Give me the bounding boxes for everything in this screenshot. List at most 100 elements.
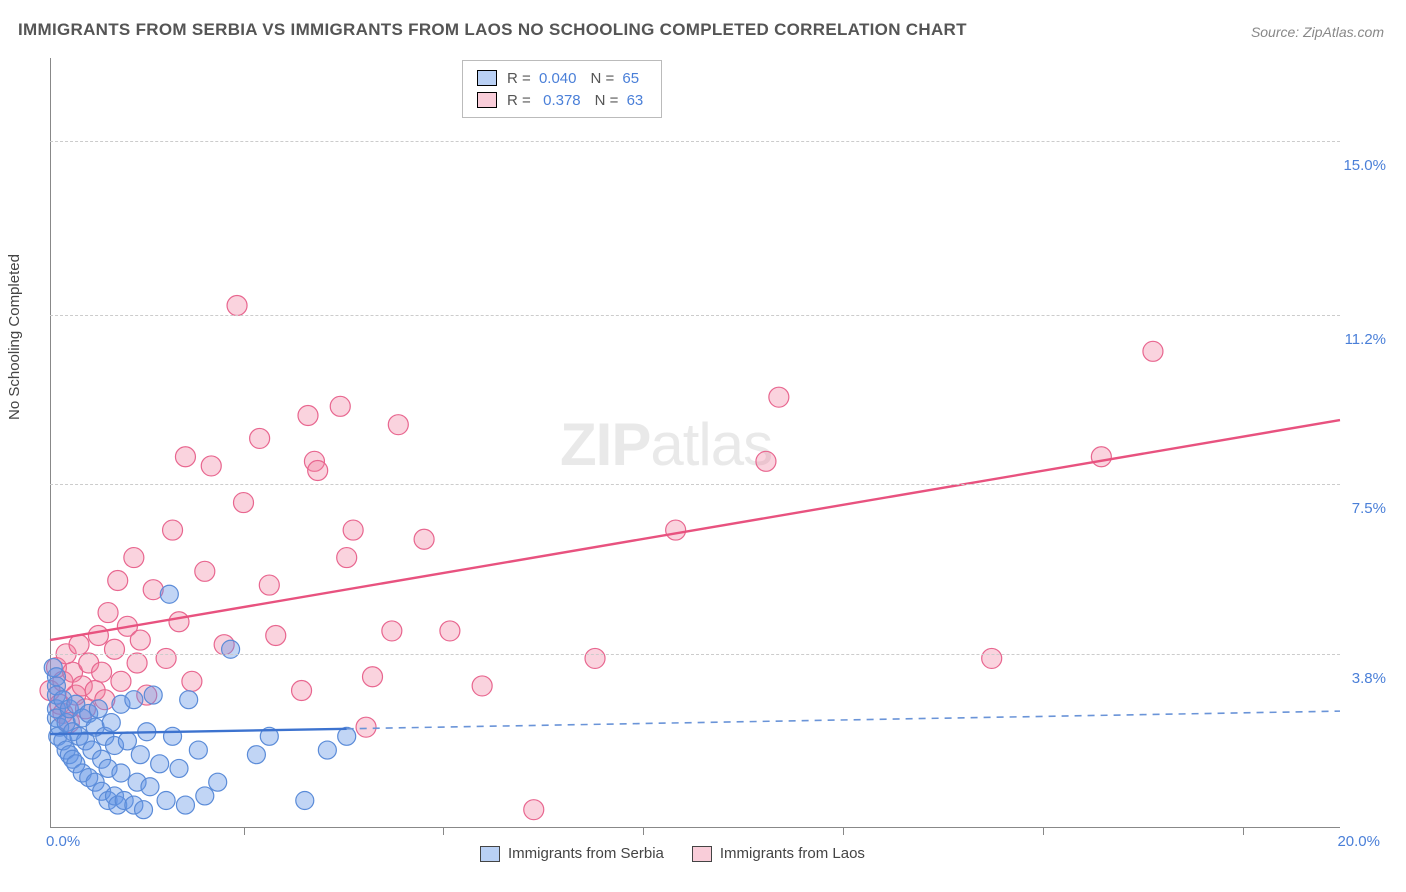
scatter-point: [234, 493, 254, 513]
scatter-point: [266, 626, 286, 646]
scatter-point: [1091, 447, 1111, 467]
scatter-point: [130, 630, 150, 650]
y-tick-label: 15.0%: [1343, 157, 1386, 174]
x-axis-min-label: 0.0%: [46, 833, 80, 850]
trend-line: [50, 420, 1340, 640]
scatter-point: [124, 548, 144, 568]
scatter-point: [769, 387, 789, 407]
trend-line: [347, 711, 1340, 729]
scatter-point: [250, 428, 270, 448]
y-tick-label: 3.8%: [1352, 670, 1386, 687]
legend-label: Immigrants from Serbia: [508, 845, 664, 862]
scatter-point: [163, 520, 183, 540]
gridline: [50, 484, 1340, 485]
scatter-point: [176, 796, 194, 814]
swatch-pink: [477, 92, 497, 108]
scatter-point: [141, 778, 159, 796]
chart-title: IMMIGRANTS FROM SERBIA VS IMMIGRANTS FRO…: [18, 20, 967, 40]
x-tick: [643, 828, 644, 835]
legend-item-laos: Immigrants from Laos: [692, 845, 865, 862]
scatter-point: [585, 648, 605, 668]
scatter-point: [296, 792, 314, 810]
scatter-point: [292, 681, 312, 701]
scatter-point: [472, 676, 492, 696]
scatter-point: [1143, 341, 1163, 361]
x-tick: [1043, 828, 1044, 835]
scatter-point: [151, 755, 169, 773]
scatter-point: [125, 691, 143, 709]
scatter-point: [337, 548, 357, 568]
legend-item-serbia: Immigrants from Serbia: [480, 845, 664, 862]
scatter-point: [343, 520, 363, 540]
chart-svg: [50, 58, 1340, 828]
scatter-point: [227, 296, 247, 316]
scatter-point: [330, 396, 350, 416]
scatter-point: [118, 732, 136, 750]
scatter-point: [308, 461, 328, 481]
scatter-point: [170, 759, 188, 777]
source-label: Source: ZipAtlas.com: [1251, 24, 1384, 40]
scatter-point: [102, 714, 120, 732]
gridline: [50, 315, 1340, 316]
scatter-point: [105, 639, 125, 659]
scatter-point: [88, 626, 108, 646]
scatter-point: [160, 585, 178, 603]
scatter-point: [222, 640, 240, 658]
series-legend: Immigrants from Serbia Immigrants from L…: [480, 845, 865, 862]
scatter-point: [440, 621, 460, 641]
legend-row-laos: R = 0.378 N = 63: [477, 89, 647, 111]
y-axis-label: No Schooling Completed: [6, 254, 23, 420]
y-tick-label: 7.5%: [1352, 500, 1386, 517]
y-tick-label: 11.2%: [1345, 331, 1386, 348]
legend-row-serbia: R = 0.040 N = 65: [477, 67, 647, 89]
x-tick: [443, 828, 444, 835]
scatter-point: [156, 648, 176, 668]
scatter-point: [388, 415, 408, 435]
scatter-point: [111, 671, 131, 691]
scatter-point: [175, 447, 195, 467]
scatter-point: [169, 612, 189, 632]
scatter-point: [189, 741, 207, 759]
scatter-point: [196, 787, 214, 805]
swatch-pink: [692, 846, 712, 862]
scatter-point: [135, 801, 153, 819]
scatter-point: [127, 653, 147, 673]
scatter-point: [144, 686, 162, 704]
scatter-point: [363, 667, 383, 687]
x-tick: [843, 828, 844, 835]
scatter-point: [298, 406, 318, 426]
scatter-point: [524, 800, 544, 820]
scatter-point: [259, 575, 279, 595]
scatter-point: [201, 456, 221, 476]
x-tick: [244, 828, 245, 835]
scatter-point: [98, 603, 118, 623]
scatter-point: [756, 451, 776, 471]
scatter-point: [157, 792, 175, 810]
scatter-point: [247, 746, 265, 764]
scatter-point: [108, 571, 128, 591]
correlation-legend: R = 0.040 N = 65 R = 0.378 N = 63: [462, 60, 662, 118]
x-tick: [1243, 828, 1244, 835]
scatter-point: [666, 520, 686, 540]
legend-label: Immigrants from Laos: [720, 845, 865, 862]
scatter-point: [318, 741, 336, 759]
scatter-point: [195, 561, 215, 581]
scatter-point: [164, 727, 182, 745]
scatter-point: [356, 717, 376, 737]
scatter-point: [89, 700, 107, 718]
scatter-point: [982, 648, 1002, 668]
swatch-blue: [480, 846, 500, 862]
x-axis-max-label: 20.0%: [1337, 833, 1380, 850]
scatter-point: [209, 773, 227, 791]
scatter-point: [69, 635, 89, 655]
scatter-point: [180, 691, 198, 709]
scatter-point: [382, 621, 402, 641]
scatter-point: [112, 764, 130, 782]
scatter-point: [131, 746, 149, 764]
scatter-point: [92, 662, 112, 682]
scatter-point: [182, 671, 202, 691]
swatch-blue: [477, 70, 497, 86]
gridline: [50, 141, 1340, 142]
gridline: [50, 654, 1340, 655]
scatter-point: [414, 529, 434, 549]
